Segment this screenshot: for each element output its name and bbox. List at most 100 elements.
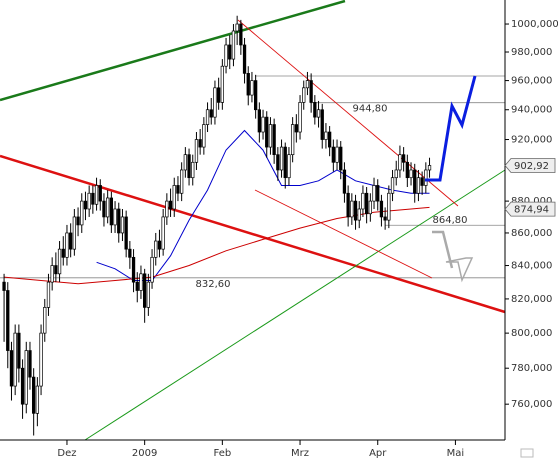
candle-body bbox=[309, 80, 313, 103]
candle-body bbox=[242, 44, 247, 74]
candle-body bbox=[43, 307, 47, 334]
candle-body bbox=[294, 124, 298, 133]
candle-body bbox=[368, 200, 372, 215]
x-tick-label: Apr bbox=[369, 448, 387, 459]
x-tick-label: Mrz bbox=[291, 448, 309, 459]
candle-body bbox=[420, 177, 424, 186]
candle-body bbox=[298, 102, 302, 133]
candle-body bbox=[24, 350, 28, 405]
candle-body bbox=[279, 146, 284, 171]
candle-body bbox=[379, 200, 384, 218]
candle-body bbox=[231, 30, 236, 60]
candle-body bbox=[239, 23, 243, 46]
candle-body bbox=[372, 185, 376, 202]
candle-body bbox=[57, 248, 62, 275]
candle-body bbox=[387, 192, 391, 221]
forecast bbox=[425, 75, 477, 283]
y-tick-label: 800,000 bbox=[511, 328, 552, 339]
forecast-down bbox=[432, 230, 454, 269]
y-tick-label: 980,000 bbox=[511, 47, 552, 58]
price-tag-label: 874,94 bbox=[514, 205, 549, 216]
candle-body bbox=[313, 102, 317, 118]
candle-body bbox=[2, 281, 6, 291]
candle-body bbox=[265, 116, 269, 148]
candle-body bbox=[290, 124, 295, 156]
candle-body bbox=[165, 200, 169, 218]
candle-body bbox=[342, 169, 347, 194]
candle-body bbox=[209, 109, 213, 118]
candle-body bbox=[383, 216, 387, 221]
candle-body bbox=[106, 197, 110, 218]
y-tick-label: 1000,000 bbox=[511, 19, 558, 30]
level-label: 864,80 bbox=[433, 215, 468, 226]
candle-body bbox=[246, 73, 250, 96]
candle-body bbox=[65, 232, 69, 258]
candle-body bbox=[135, 281, 139, 291]
candle-body bbox=[194, 139, 199, 163]
candle-body bbox=[157, 240, 162, 250]
candle-body bbox=[117, 208, 121, 234]
level-lines bbox=[0, 75, 505, 279]
candle-body bbox=[398, 154, 402, 171]
candle-body bbox=[257, 109, 261, 133]
candle-body bbox=[228, 44, 232, 60]
candle-body bbox=[20, 367, 25, 405]
candle-body bbox=[205, 109, 210, 125]
candle-body bbox=[276, 154, 280, 171]
y-tick-label: 880,000 bbox=[511, 196, 552, 207]
level-label: 832,60 bbox=[196, 279, 231, 290]
candle-body bbox=[376, 185, 380, 202]
candle-body bbox=[346, 192, 350, 218]
candle-body bbox=[405, 161, 409, 179]
y-tick-label: 940,000 bbox=[511, 105, 552, 116]
candle-body bbox=[17, 332, 21, 369]
y-tick-label: 780,000 bbox=[511, 363, 552, 374]
candle-body bbox=[6, 290, 10, 351]
x-tick-label: Dez bbox=[57, 448, 76, 459]
candle-body bbox=[413, 169, 417, 194]
candle-body bbox=[191, 161, 195, 179]
candle-body bbox=[54, 265, 58, 275]
candle-body bbox=[143, 273, 147, 308]
candle-body bbox=[9, 350, 14, 387]
candle-body bbox=[339, 146, 343, 171]
candle-body bbox=[390, 177, 395, 194]
candle-body bbox=[69, 232, 73, 250]
candle-body bbox=[50, 265, 54, 283]
candle-body bbox=[287, 154, 291, 179]
candle-body bbox=[168, 200, 173, 210]
candle-body bbox=[35, 385, 40, 414]
candle-body bbox=[128, 248, 132, 258]
moving-average bbox=[4, 206, 430, 285]
candle-body bbox=[224, 44, 228, 67]
candle-body bbox=[80, 200, 84, 226]
candle-body bbox=[331, 146, 335, 163]
channel-line bbox=[237, 19, 459, 207]
candle-body bbox=[394, 169, 398, 179]
y-tick-label: 960,000 bbox=[511, 76, 552, 87]
candle-body bbox=[120, 216, 125, 234]
candle-body bbox=[161, 216, 165, 250]
candle-body bbox=[327, 131, 332, 148]
candle-body bbox=[72, 216, 77, 250]
candle-body bbox=[39, 332, 43, 387]
y-tick-label: 860,000 bbox=[511, 228, 552, 239]
y-tick-label: 920,000 bbox=[511, 135, 552, 146]
candle-body bbox=[401, 154, 406, 163]
plot-area bbox=[0, 0, 505, 440]
candle-body bbox=[409, 169, 413, 179]
price-tag bbox=[504, 201, 556, 217]
trend-line bbox=[84, 169, 506, 441]
candle-body bbox=[320, 109, 324, 140]
candle-body bbox=[91, 192, 95, 205]
candle-body bbox=[139, 273, 143, 291]
candle-body bbox=[198, 139, 202, 148]
candle-body bbox=[416, 177, 421, 194]
candle-body bbox=[113, 208, 117, 226]
candle-body bbox=[83, 200, 88, 210]
candle-body bbox=[261, 116, 265, 133]
candle-body bbox=[102, 200, 106, 218]
candle-body bbox=[220, 65, 224, 103]
candle-body bbox=[250, 80, 254, 96]
